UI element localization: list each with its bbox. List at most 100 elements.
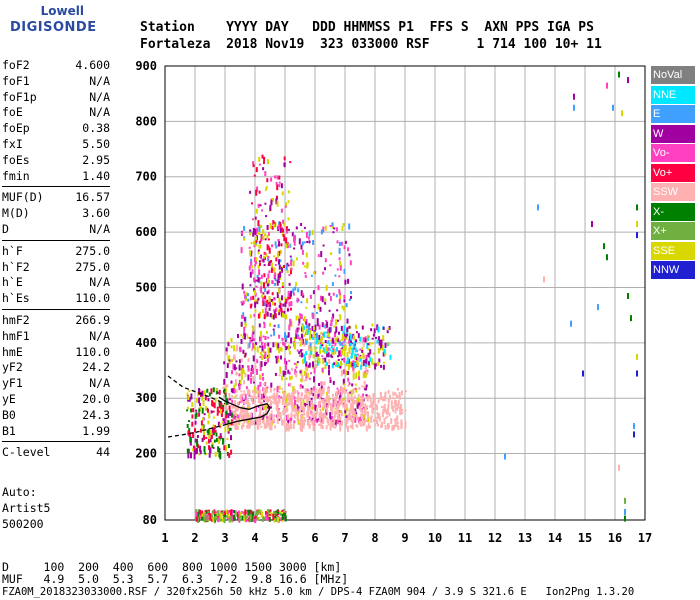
echo-point (254, 400, 256, 403)
echo-point (276, 195, 278, 200)
echo-point (244, 372, 247, 377)
echo-point (387, 403, 390, 409)
echo-point (212, 446, 215, 449)
echo-point (287, 413, 290, 420)
echo-point (306, 329, 309, 335)
echo-point (328, 343, 331, 346)
echo-point (267, 406, 269, 409)
echo-point (326, 351, 329, 358)
echo-point (319, 392, 322, 398)
echo-point (339, 365, 342, 369)
param-group-virtual-heights: h`F 275.0 h`F2 275.0 h`E N/A h`Es 110.0 (2, 244, 110, 307)
echo-point (591, 221, 593, 228)
param-name: h`F (2, 243, 23, 258)
echo-point (277, 324, 280, 329)
echo-point (234, 409, 237, 414)
echo-point (267, 357, 270, 363)
echo-point (276, 292, 279, 299)
param-name: foF1p (2, 89, 37, 104)
echo-point (361, 385, 364, 388)
echo-point (217, 510, 220, 517)
echo-point (359, 402, 361, 409)
echo-point (230, 423, 233, 426)
echo-point (186, 392, 189, 397)
echo-point (286, 230, 289, 234)
echo-point (220, 510, 223, 514)
echo-point (249, 337, 252, 340)
echo-point (284, 402, 287, 407)
echo-point (343, 268, 346, 274)
echo-point (304, 394, 306, 400)
echo-point (357, 333, 360, 339)
param-row: B0 24.3 (2, 408, 110, 424)
echo-point (318, 334, 321, 340)
param-row: yF2 24.2 (2, 360, 110, 376)
echo-point (340, 363, 343, 365)
echo-point (279, 415, 282, 419)
echo-point (328, 292, 331, 296)
param-value: 266.9 (75, 312, 110, 327)
echo-point (344, 412, 347, 416)
echo-point (315, 332, 318, 339)
echo-point (363, 359, 366, 366)
echo-point (364, 338, 367, 343)
echo-point (362, 406, 365, 409)
echo-point (343, 389, 346, 394)
echo-point (257, 220, 260, 227)
echo-point (244, 294, 247, 300)
echo-point (260, 425, 263, 428)
echo-point (266, 395, 268, 402)
echo-point (266, 416, 268, 419)
echo-point (287, 369, 290, 374)
echo-point (332, 231, 335, 234)
echo-point (270, 382, 273, 388)
echo-point (288, 301, 291, 307)
param-value: N/A (89, 221, 110, 236)
echo-point (624, 497, 626, 504)
echo-point (241, 364, 244, 370)
echo-point (332, 421, 335, 428)
echo-point (296, 327, 299, 333)
echo-point (363, 410, 366, 413)
echo-point (307, 344, 310, 351)
echo-point (636, 221, 638, 228)
echo-point (290, 375, 293, 380)
echo-point (263, 314, 266, 320)
echo-point (352, 365, 355, 371)
echo-point (328, 365, 330, 369)
echo-point (355, 424, 358, 427)
echo-point (201, 437, 204, 442)
param-name: foF1 (2, 73, 30, 88)
echo-point (380, 339, 383, 346)
echo-point (232, 363, 235, 370)
echo-point (194, 420, 197, 425)
echo-point (272, 394, 275, 401)
echo-point (367, 343, 370, 346)
echo-point (240, 367, 243, 373)
y-tick-label: 800 (135, 114, 157, 128)
echo-point (201, 516, 204, 521)
echo-point (270, 413, 273, 419)
echo-point (232, 420, 235, 426)
echo-point (272, 197, 274, 202)
echo-point (246, 392, 249, 395)
echo-point (224, 427, 227, 433)
echo-point (398, 395, 401, 400)
echo-point (349, 407, 352, 411)
echo-point (306, 391, 309, 393)
echo-point (243, 380, 245, 385)
echo-point (285, 264, 288, 271)
echo-point (300, 387, 303, 390)
echo-point (324, 402, 327, 407)
echo-point (276, 200, 279, 207)
echo-point (280, 307, 283, 311)
echo-point (267, 159, 269, 165)
echo-point (329, 264, 332, 267)
echo-point (236, 425, 239, 430)
echo-point (227, 428, 230, 432)
echo-point (356, 353, 359, 356)
echo-point (254, 309, 257, 313)
echo-point (252, 376, 255, 381)
param-value: 4.600 (75, 58, 110, 72)
echo-point (329, 377, 332, 380)
